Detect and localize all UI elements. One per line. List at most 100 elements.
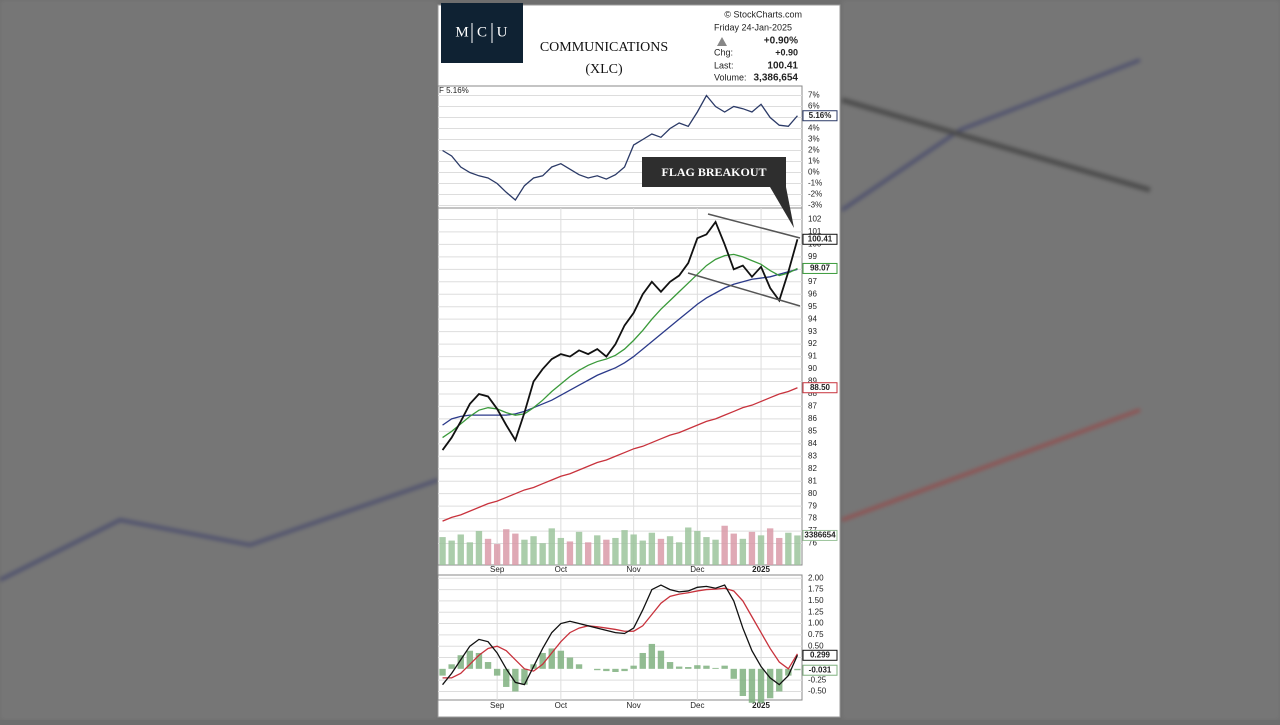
bar [621, 668, 628, 672]
y-tick-label: 90 [808, 364, 817, 373]
bar [539, 543, 546, 565]
y-tick-label: 93 [808, 327, 817, 336]
panel [437, 574, 803, 701]
bar [566, 541, 574, 565]
y-tick-label: -2% [808, 190, 822, 199]
annotation-pointer [770, 187, 794, 228]
bar [794, 668, 801, 671]
bar [657, 538, 665, 565]
y-tick-label: 89 [808, 377, 817, 386]
bar [766, 528, 774, 565]
bg-line [841, 97, 1151, 193]
bar [493, 668, 501, 676]
bar [548, 648, 555, 669]
y-tick-label: 85 [808, 426, 817, 435]
y-tick-label: 2% [808, 146, 820, 155]
bar [566, 657, 574, 669]
bar [794, 535, 801, 565]
bar [757, 668, 765, 703]
bar [439, 668, 446, 676]
bar [475, 652, 483, 669]
logo-letter: U [497, 24, 508, 40]
value-tag-box [802, 649, 838, 661]
y-tick-label: 76 [808, 539, 817, 548]
bar [612, 668, 619, 672]
y-tick-label: 99 [808, 252, 817, 261]
x-tick-label: Dec [690, 701, 704, 710]
bg-line [841, 408, 1141, 522]
bg-line [841, 58, 1141, 212]
bar [666, 662, 674, 669]
series-line [442, 584, 799, 686]
bar [694, 530, 701, 565]
bar [666, 536, 674, 565]
value-tag: 5.16% [809, 111, 832, 120]
y-tick-label: -0.25 [808, 675, 827, 684]
series-line [442, 253, 798, 439]
annotation: FLAG BREAKOUT [661, 165, 766, 179]
bg-right [842, 0, 1280, 720]
change-percent: +0.90% [764, 36, 798, 47]
bar [648, 532, 656, 565]
bar [512, 668, 519, 692]
y-tick-label: 83 [808, 451, 817, 460]
bar [757, 535, 765, 565]
bar [675, 542, 683, 565]
bg-line [0, 478, 439, 582]
bar [730, 668, 737, 679]
bar [685, 667, 692, 669]
value-tag-box [802, 110, 838, 122]
bar [575, 664, 583, 669]
flag-upper-line [707, 213, 801, 239]
y-tick-label: 7% [808, 91, 820, 100]
annotation-box [642, 157, 786, 187]
plots: F 5.16%7%6%5%4%3%2%1%0%-1%-2%-3%5.16%767… [437, 85, 838, 710]
y-tick-label: 101 [808, 227, 822, 236]
chart-frame [437, 4, 841, 718]
title: COMMUNICATIONS [540, 40, 668, 55]
change-label: Chg: [714, 47, 733, 57]
bar [466, 650, 474, 669]
value-tag: 98.07 [810, 264, 831, 273]
value-tag: 100.41 [808, 234, 833, 243]
bar [484, 662, 492, 669]
y-tick-label: 91 [808, 352, 817, 361]
bar [712, 667, 719, 669]
bar [675, 666, 683, 669]
last: 100.41 [767, 61, 798, 72]
y-tick-label: 84 [808, 439, 817, 448]
x-tick-label: 2025 [752, 565, 770, 574]
value-tag-box [802, 664, 838, 676]
x-tick-label: Nov [627, 565, 641, 574]
y-tick-label: 92 [808, 339, 817, 348]
bar [621, 530, 628, 565]
y-tick-label: 3% [808, 135, 820, 144]
y-tick-label: 0.75 [808, 630, 824, 639]
y-tick-label: 6% [808, 102, 820, 111]
bar [639, 652, 646, 669]
bar [448, 664, 455, 669]
bar [648, 643, 656, 669]
bar [584, 542, 592, 565]
value-tag: -0.031 [809, 665, 832, 674]
y-tick-label: 2.00 [808, 573, 824, 582]
value-tag: 88.50 [810, 383, 831, 392]
bar [594, 668, 601, 671]
bar [721, 525, 728, 565]
bar [639, 540, 646, 565]
series-line [442, 94, 798, 201]
bar [721, 665, 728, 669]
bar [439, 537, 446, 565]
bar [739, 668, 747, 696]
series-line [442, 387, 798, 522]
bg-left [0, 0, 438, 720]
y-tick-label: 1.00 [808, 619, 824, 628]
bar [630, 665, 637, 669]
logo-letter: M [455, 24, 468, 40]
panel-label: F 5.16% [439, 86, 469, 95]
last-label: Last: [714, 60, 734, 70]
x-tick-label: Dec [690, 565, 704, 574]
bar [657, 650, 665, 669]
y-tick-label: 94 [808, 314, 817, 323]
